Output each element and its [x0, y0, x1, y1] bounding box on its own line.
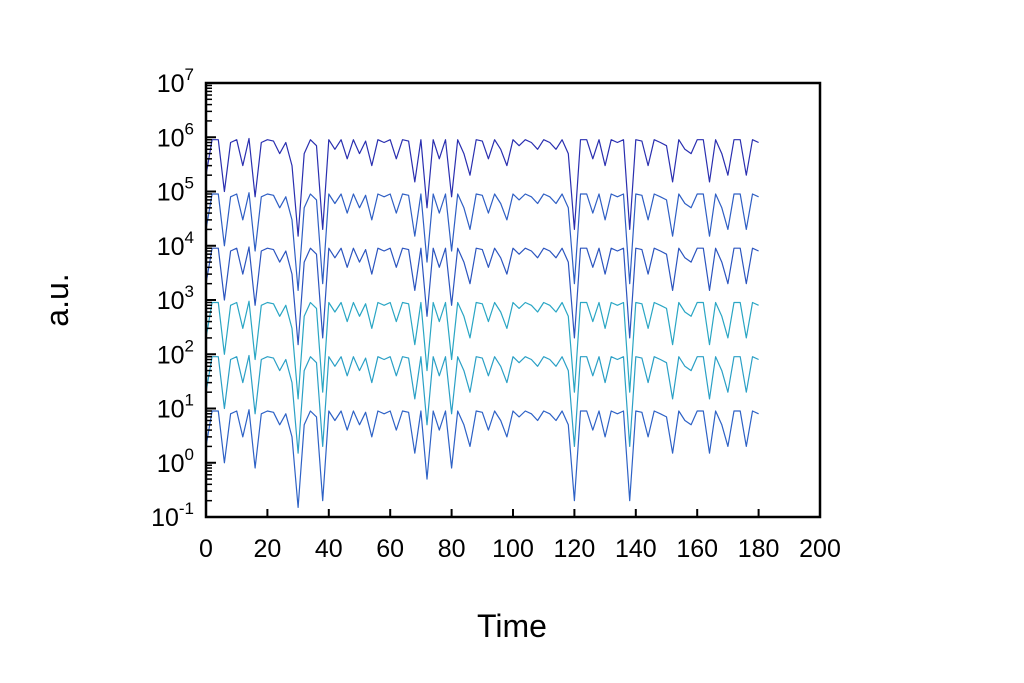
x-tick-label: 200: [799, 535, 841, 563]
series-line-2: [205, 192, 759, 291]
y-tick-label: 100: [157, 445, 194, 478]
x-tick-label: 40: [315, 535, 343, 563]
y-tick-label: 101: [157, 391, 194, 424]
x-tick-label: 120: [554, 535, 596, 563]
series-layer: [205, 137, 759, 508]
series-line-3: [205, 246, 759, 346]
y-tick-label: 107: [157, 65, 194, 98]
series-line-1: [205, 137, 759, 237]
series-line-4: [205, 300, 759, 400]
x-tick-label: 80: [438, 535, 466, 563]
y-tick-label: 102: [157, 336, 194, 369]
y-tick-label: 103: [157, 282, 194, 315]
x-tick-labels: 0 20 40 60 80 100 120 140 160 180 200: [199, 535, 841, 563]
y-tick-label: 10-1: [151, 499, 194, 532]
x-tick-label: 100: [492, 535, 534, 563]
x-tick-label: 20: [253, 535, 281, 563]
x-tick-label: 140: [615, 535, 657, 563]
y-tick-label: 104: [157, 228, 194, 261]
y-tick-label: 106: [157, 119, 194, 152]
x-axis-title: Time: [477, 608, 547, 644]
y-axis-title: a.u.: [39, 273, 75, 326]
series-line-5: [205, 354, 759, 454]
x-tick-label: 60: [376, 535, 404, 563]
series-line-6: [205, 409, 759, 508]
x-tick-label: 0: [199, 535, 213, 563]
y-tick-labels: 10-1 100 101 102 103 104 105 106 107: [151, 65, 194, 532]
ticks-layer: [205, 82, 821, 518]
x-tick-label: 180: [738, 535, 780, 563]
x-tick-label: 160: [676, 535, 718, 563]
y-tick-label: 105: [157, 174, 194, 207]
